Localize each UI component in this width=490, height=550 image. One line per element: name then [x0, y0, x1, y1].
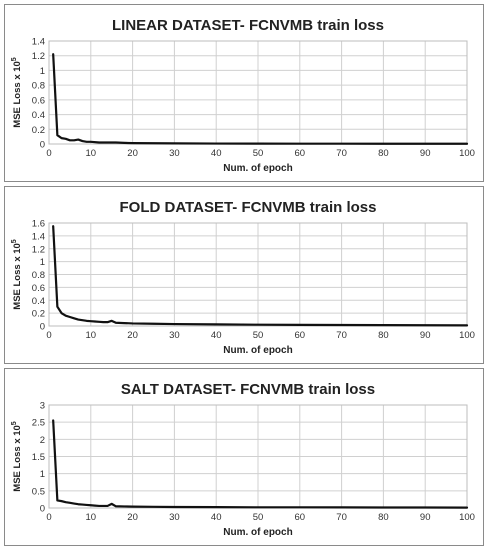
y-tick-label: 0.8 — [32, 270, 45, 281]
y-tick-label: 1 — [40, 257, 45, 268]
y-tick-label: 1.2 — [32, 244, 45, 255]
x-tick-label: 10 — [86, 512, 97, 523]
x-tick-label: 20 — [127, 148, 138, 159]
x-axis-label: Num. of epoch — [223, 527, 292, 538]
x-tick-label: 80 — [378, 512, 389, 523]
x-tick-label: 50 — [253, 330, 264, 341]
x-tick-label: 80 — [378, 330, 389, 341]
y-tick-label: 2 — [40, 435, 45, 446]
x-tick-label: 0 — [46, 148, 51, 159]
plot-area — [48, 222, 468, 327]
chart-panel-linear: LINEAR DATASET- FCNVMB train loss 0 0.2 0.4… — [4, 4, 484, 182]
x-tick-label: 20 — [127, 330, 138, 341]
x-axis-label: Num. of epoch — [223, 163, 292, 174]
chart-svg: LINEAR DATASET- FCNVMB train loss 0 0.2 0.4… — [11, 17, 475, 174]
x-tick-label: 70 — [336, 512, 347, 523]
y-tick-label: 2.5 — [32, 418, 45, 429]
y-tick-label: 3 — [40, 401, 45, 412]
y-tick-label: 0.5 — [32, 486, 45, 497]
x-tick-label: 100 — [459, 330, 475, 341]
x-tick-label: 80 — [378, 148, 389, 159]
x-tick-label: 30 — [169, 330, 180, 341]
y-tick-label: 1 — [40, 469, 45, 480]
y-axis-label: MSE Loss x 105 — [11, 57, 23, 128]
y-tick-label: 0 — [40, 140, 45, 151]
x-axis-label: Num. of epoch — [223, 345, 292, 356]
chart-title: FOLD DATASET- FCNVMB train loss — [120, 199, 377, 216]
x-tick-label: 20 — [127, 512, 138, 523]
x-tick-label: 90 — [420, 330, 431, 341]
loss-series-line — [52, 419, 469, 509]
x-tick-label: 40 — [211, 330, 222, 341]
chart-title: SALT DATASET- FCNVMB train loss — [121, 381, 375, 398]
x-tick-label: 90 — [420, 512, 431, 523]
x-tick-label: 40 — [211, 148, 222, 159]
y-tick-label: 0.4 — [32, 110, 45, 121]
chart-svg: SALT DATASET- FCNVMB train loss 0 0.5 1 1.5 2… — [11, 381, 475, 538]
y-axis-label: MSE Loss x 105 — [11, 239, 23, 310]
y-tick-label: 0.6 — [32, 283, 45, 294]
y-tick-label: 0.2 — [32, 125, 45, 136]
y-tick-label: 0.6 — [32, 95, 45, 106]
x-tick-label: 70 — [336, 330, 347, 341]
chart-panel-salt: SALT DATASET- FCNVMB train loss 0 0.5 1 1.5 2… — [4, 368, 484, 546]
y-tick-label: 0 — [40, 504, 45, 515]
chart-title: LINEAR DATASET- FCNVMB train loss — [112, 17, 384, 34]
x-tick-label: 30 — [169, 148, 180, 159]
loss-series-line — [52, 53, 469, 145]
y-tick-label: 0.2 — [32, 309, 45, 320]
x-tick-label: 60 — [295, 330, 306, 341]
x-tick-label: 0 — [46, 512, 51, 523]
x-tick-label: 10 — [86, 148, 97, 159]
x-tick-label: 60 — [295, 148, 306, 159]
x-tick-label: 60 — [295, 512, 306, 523]
y-tick-label: 1.6 — [32, 219, 45, 230]
y-tick-label: 1.4 — [32, 37, 45, 48]
y-axis-label: MSE Loss x 105 — [11, 421, 23, 492]
x-tick-label: 50 — [253, 148, 264, 159]
chart-svg: FOLD DATASET- FCNVMB train loss00.20.40.… — [11, 199, 475, 356]
x-tick-label: 100 — [459, 148, 475, 159]
y-tick-label: 0 — [40, 322, 45, 333]
loss-series-line — [52, 225, 469, 327]
x-tick-label: 100 — [459, 512, 475, 523]
x-tick-label: 10 — [86, 330, 97, 341]
x-tick-label: 40 — [211, 512, 222, 523]
x-tick-label: 0 — [46, 330, 51, 341]
y-tick-label: 1.2 — [32, 51, 45, 62]
chart-panel-fold: FOLD DATASET- FCNVMB train loss 0 0.2 0.4 0.… — [4, 186, 484, 364]
y-tick-label: 1.5 — [32, 452, 45, 463]
x-tick-label: 70 — [336, 148, 347, 159]
y-tick-label: 1 — [40, 66, 45, 77]
x-tick-label: 30 — [169, 512, 180, 523]
x-tick-label: 50 — [253, 512, 264, 523]
y-tick-label: 0.8 — [32, 81, 45, 92]
y-tick-label: 1.4 — [32, 231, 45, 242]
x-tick-label: 90 — [420, 148, 431, 159]
y-tick-label: 0.4 — [32, 296, 45, 307]
